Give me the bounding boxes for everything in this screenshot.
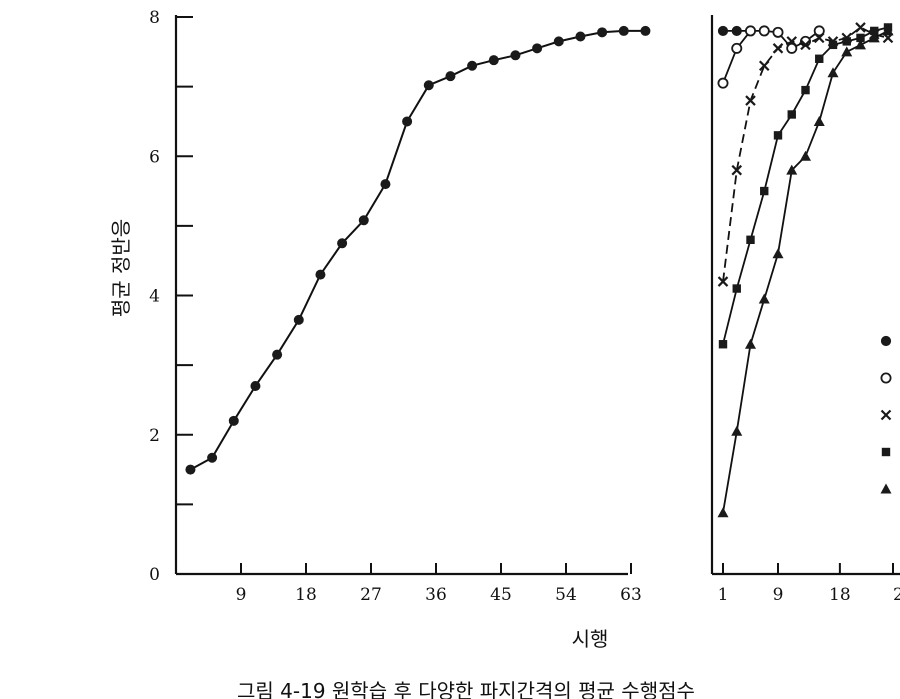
data-point: [828, 40, 838, 50]
data-point: [488, 55, 499, 66]
data-point: [731, 425, 743, 436]
x-tick-label: 9: [236, 585, 247, 605]
data-point: [732, 284, 741, 293]
data-point: [786, 42, 798, 54]
legend-marker: [880, 372, 892, 384]
data-point: [801, 85, 810, 95]
data-point: [618, 25, 629, 36]
x-axis-title: 시행: [572, 627, 609, 651]
data-point: [272, 349, 283, 360]
x-tick-label: 36: [425, 585, 447, 605]
x-tick-label: 18: [295, 585, 317, 605]
data-point: [718, 340, 728, 349]
x-tick-label: 45: [490, 585, 512, 605]
data-point: [813, 25, 825, 37]
legend-marker: [880, 409, 892, 421]
legend-marker: [880, 335, 892, 347]
data-point: [870, 26, 879, 36]
data-point: [758, 25, 770, 37]
data-point: [758, 60, 770, 72]
data-point: [746, 235, 755, 244]
data-point: [185, 464, 196, 475]
data-point: [772, 248, 784, 259]
x-tick-label: 18: [829, 585, 851, 605]
series-line: [189, 29, 646, 471]
data-point: [882, 25, 894, 36]
data-point: [787, 110, 796, 119]
data-point: [868, 32, 880, 43]
data-point: [207, 452, 218, 463]
y-tick-label: 8: [149, 8, 160, 28]
data-point: [445, 71, 456, 82]
data-point: [745, 338, 756, 349]
data-point: [760, 186, 769, 196]
data-point: [337, 238, 348, 249]
data-point: [855, 22, 866, 33]
data-point: [772, 26, 784, 38]
y-tick-label: 6: [149, 147, 160, 167]
data-point: [773, 131, 783, 140]
y-axis-title: 평균 정반응: [109, 219, 133, 317]
data-point: [856, 33, 865, 43]
x-tick-label: 9: [773, 585, 784, 605]
data-point: [510, 50, 521, 61]
x-tick-label: 27: [360, 585, 382, 605]
x-tick-label: 54: [555, 585, 577, 605]
data-point: [423, 80, 434, 91]
left-chart: 0 2 4 6 8 9 18 27 36 45 54 63: [149, 8, 651, 605]
y-tick-label: 0: [149, 565, 160, 585]
data-point: [813, 32, 825, 44]
data-point: [800, 39, 811, 51]
data-point: [717, 25, 729, 37]
data-point: [731, 164, 743, 176]
data-point: [597, 27, 608, 38]
data-point: [841, 46, 853, 57]
data-point: [731, 42, 743, 54]
data-point: [717, 77, 729, 89]
legend-marker: [881, 447, 891, 457]
series-line: [722, 26, 889, 345]
y-tick-label: 2: [149, 426, 160, 446]
data-point: [228, 415, 239, 426]
data-point: [553, 36, 564, 47]
data-point: [575, 31, 586, 42]
data-point: [772, 43, 784, 54]
data-point: [800, 150, 811, 161]
data-point: [786, 164, 798, 175]
data-point: [640, 25, 651, 36]
data-point: [855, 39, 866, 50]
data-point: [815, 54, 824, 63]
data-point: [250, 381, 261, 392]
x-tick-label: 63: [620, 585, 642, 605]
data-point: [786, 36, 798, 47]
data-point: [745, 25, 757, 37]
y-tick-label: 4: [149, 287, 160, 307]
data-point: [402, 116, 413, 127]
x-tick-label: 2: [893, 585, 900, 605]
data-point: [758, 293, 770, 304]
data-point: [380, 179, 391, 190]
data-point: [315, 269, 326, 280]
right-chart: 1 9 18 2: [710, 15, 900, 605]
data-point: [467, 60, 478, 71]
data-point: [717, 507, 729, 518]
x-tick-label: 1: [718, 585, 729, 605]
data-point: [293, 314, 304, 325]
data-point: [532, 43, 543, 54]
data-point: [717, 276, 729, 287]
figure-caption: 그림 4-19 원학습 후 다양한 파지간격의 평균 수행점수: [237, 679, 695, 699]
legend-marker: [880, 483, 892, 494]
data-point: [358, 215, 369, 226]
data-point: [842, 37, 851, 46]
data-point: [827, 67, 839, 78]
data-point: [745, 95, 756, 106]
data-point: [731, 25, 742, 37]
data-point: [813, 115, 825, 126]
